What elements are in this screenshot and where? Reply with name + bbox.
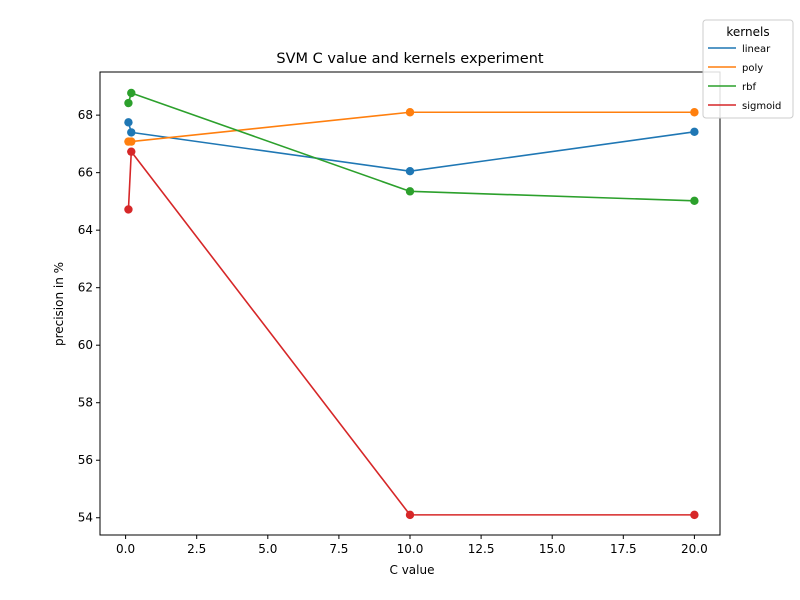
y-tick-label: 68	[78, 108, 93, 122]
legend-label-sigmoid: sigmoid	[742, 101, 781, 112]
x-tick-label: 5.0	[258, 542, 277, 556]
x-tick-label: 2.5	[187, 542, 206, 556]
data-point-sigmoid	[405, 510, 415, 520]
data-point-linear	[127, 128, 136, 137]
data-point-sigmoid	[690, 510, 699, 520]
data-point-rbf	[405, 187, 415, 196]
legend-label-poly: poly	[742, 63, 763, 74]
x-tick-label: 20.0	[681, 542, 708, 556]
x-tick-label: 0.0	[116, 542, 135, 556]
x-tick-label: 15.0	[539, 542, 566, 556]
y-tick-label: 54	[78, 511, 93, 525]
y-tick-label: 64	[78, 223, 93, 237]
series-poly	[124, 108, 699, 146]
x-tick-label: 10.0	[397, 542, 424, 556]
series-line-rbf	[127, 92, 695, 202]
y-axis-ticks: 54 56 58 60 62 64 66 68	[78, 108, 100, 525]
y-tick-label: 66	[78, 166, 93, 180]
data-point-poly	[127, 137, 136, 146]
y-tick-label: 60	[78, 338, 93, 352]
series-sigmoid	[124, 147, 699, 520]
series-line-linear	[127, 122, 695, 173]
y-tick-label: 58	[78, 396, 93, 410]
data-point-rbf	[127, 88, 136, 98]
data-point-poly	[690, 108, 699, 117]
x-axis-ticks: 0.0 2.5 5.0 7.5 10.0 12.5 15.0 17.5 20.0	[116, 535, 708, 556]
x-tick-label: 17.5	[610, 542, 637, 556]
data-point-sigmoid	[124, 205, 133, 214]
data-point-rbf	[124, 98, 133, 108]
data-point-poly	[405, 108, 415, 117]
legend-label-linear: linear	[742, 44, 771, 55]
legend-title: kernels	[726, 25, 769, 39]
legend: kernels linear poly rbf sigmoid	[702, 19, 794, 119]
data-point-linear	[124, 118, 133, 127]
legend-box	[702, 19, 794, 119]
data-point-sigmoid	[127, 147, 136, 156]
x-axis-label: C value	[390, 563, 435, 577]
series-linear	[124, 118, 699, 176]
series-line-poly	[128, 111, 695, 143]
series-group	[124, 88, 699, 520]
y-axis-label: precision in %	[52, 262, 66, 346]
x-tick-label: 12.5	[468, 542, 495, 556]
y-tick-label: 62	[78, 281, 93, 295]
x-tick-label: 7.5	[329, 542, 348, 556]
data-point-rbf	[690, 196, 699, 206]
series-rbf	[124, 88, 699, 206]
data-point-linear	[690, 127, 699, 137]
data-point-linear	[405, 167, 415, 176]
series-line-sigmoid	[127, 150, 695, 516]
legend-label-rbf: rbf	[742, 82, 756, 93]
y-tick-label: 56	[78, 453, 93, 467]
chart-title: SVM C value and kernels experiment	[276, 51, 543, 67]
